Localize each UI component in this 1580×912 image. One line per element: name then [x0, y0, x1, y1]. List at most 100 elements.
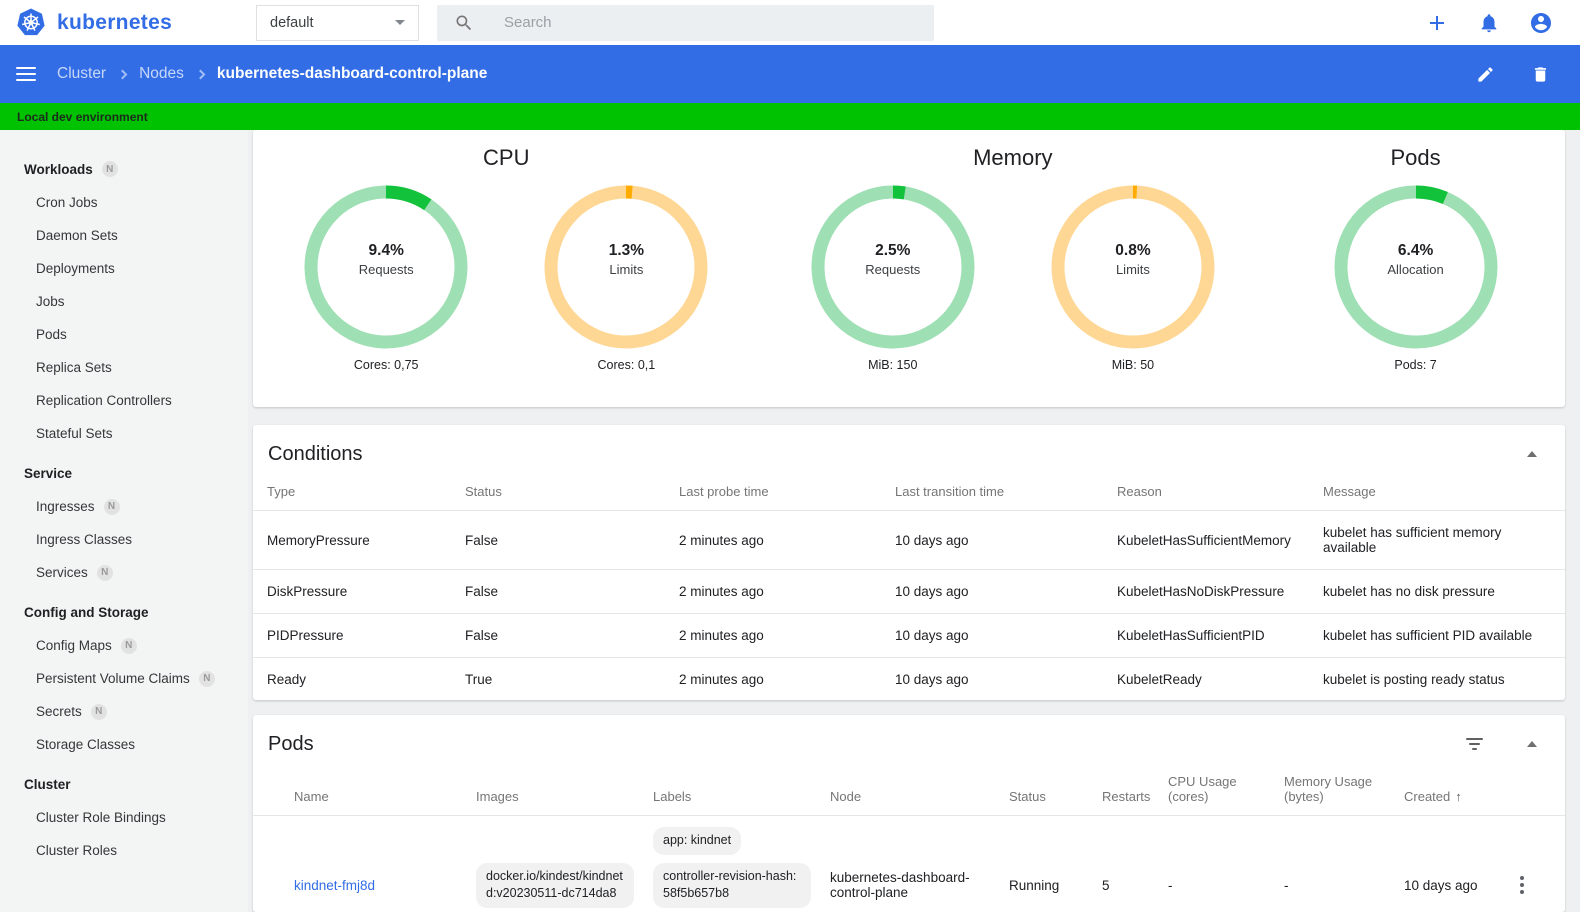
search-bar[interactable]	[437, 4, 934, 41]
sidebar-item-cron-jobs[interactable]: Cron Jobs	[0, 186, 248, 219]
column-header-created[interactable]: Created ↑	[1404, 765, 1512, 816]
donut-center-label: 9.4% Requests	[304, 177, 468, 341]
sidebar-item-cluster-role-bindings[interactable]: Cluster Role Bindings	[0, 801, 248, 834]
pods-card: Pods Name Images Labels Node Status Restarts	[253, 715, 1565, 912]
sidebar-item-storage-classes[interactable]: Storage Classes	[0, 728, 248, 761]
gauge-group-title: CPU	[483, 145, 530, 170]
conditions-collapse-button[interactable]	[1519, 441, 1545, 467]
topbar: kubernetes default	[0, 0, 1580, 45]
sidebar-item-daemon-sets[interactable]: Daemon Sets	[0, 219, 248, 252]
pods-card-header: Pods	[253, 715, 1565, 765]
sidebar-item-pods[interactable]: Pods	[0, 318, 248, 351]
sidebar-item-services[interactable]: Services N	[0, 556, 248, 589]
donut-footer-value: MiB: 50	[1111, 358, 1155, 372]
sidebar-section-config-and-storage[interactable]: Config and Storage	[0, 595, 248, 629]
chevron-right-icon	[117, 69, 128, 80]
sidebar-item-config-maps[interactable]: Config Maps N	[0, 629, 248, 662]
sidebar-section-label: Service	[24, 465, 73, 481]
gauge-group-cpu: CPU 9.4% Requests Cores: 0,75 1.3% Limits Core…	[253, 145, 760, 407]
column-header-labels[interactable]: Labels	[653, 765, 830, 816]
notifications-button[interactable]	[1476, 10, 1502, 36]
donut-percent: 9.4%	[368, 241, 404, 259]
conditions-card-header: Conditions	[253, 425, 1565, 475]
create-resource-button[interactable]	[1424, 10, 1450, 36]
sidebar-item-label: Ingresses	[36, 499, 95, 514]
sidebar-item-ingress-classes[interactable]: Ingress Classes	[0, 523, 248, 556]
donut-chart: 2.5% Requests	[811, 185, 975, 349]
sidebar-item-deployments[interactable]: Deployments	[0, 252, 248, 285]
table-cell: False	[465, 613, 679, 658]
sidebar-item-label: Pods	[36, 327, 67, 342]
column-header-node[interactable]: Node	[830, 765, 1009, 816]
environment-banner-text: Local dev environment	[17, 109, 148, 124]
column-header-status[interactable]: Status	[1009, 765, 1102, 816]
breadcrumb-item-nodes[interactable]: Nodes	[139, 65, 184, 82]
brand[interactable]: kubernetes	[16, 7, 256, 38]
table-cell: 10 days ago	[895, 613, 1117, 658]
table-cell: 2 minutes ago	[679, 672, 764, 687]
edit-button[interactable]	[1473, 62, 1497, 86]
donut-metric-label: Limits	[609, 261, 644, 277]
search-input[interactable]	[502, 13, 882, 32]
delete-button[interactable]	[1528, 62, 1552, 86]
column-header-memory-usage-bytes[interactable]: Memory Usage (bytes)	[1284, 765, 1404, 816]
sort-arrow-icon: ↑	[1455, 789, 1462, 804]
donut-percent: 6.4%	[1397, 241, 1434, 259]
chevron-down-icon	[395, 20, 405, 25]
new-badge: N	[96, 564, 113, 581]
sidebar-section-cluster[interactable]: Cluster	[0, 767, 248, 801]
gauge-row: 9.4% Requests Cores: 0,75 1.3% Limits Cores: …	[253, 181, 760, 407]
new-badge: N	[101, 161, 118, 177]
table-cell: False	[465, 510, 679, 570]
sidebar-item-label: Services	[36, 565, 88, 580]
sidebar-item-label: Persistent Volume Claims	[36, 671, 190, 686]
pods-collapse-button[interactable]	[1519, 731, 1545, 757]
column-header-cpu-usage-cores[interactable]: CPU Usage (cores)	[1168, 765, 1284, 816]
account-icon	[1529, 11, 1553, 35]
table-cell: KubeletHasSufficientPID	[1117, 613, 1323, 658]
sidebar-item-ingresses[interactable]: Ingresses N	[0, 490, 248, 523]
pod-name-link[interactable]: kindnet-fmj8d	[294, 877, 376, 893]
table-cell: KubeletHasNoDiskPressure	[1117, 569, 1323, 614]
column-header-images[interactable]: Images	[476, 765, 653, 816]
sidebar-item-persistent-volume-claims[interactable]: Persistent Volume Claims N	[0, 662, 248, 695]
sidebar-item-replica-sets[interactable]: Replica Sets	[0, 351, 248, 384]
sidebar-section-service[interactable]: Service	[0, 456, 248, 490]
sidebar-item-label: Deployments	[36, 261, 115, 276]
new-badge: N	[198, 670, 215, 687]
conditions-card: Conditions Type Status Last probe time Last…	[253, 425, 1565, 700]
sidebar-item-label: Replica Sets	[36, 360, 112, 375]
pods-filter-button[interactable]	[1461, 731, 1487, 757]
table-cell: KubeletReady	[1117, 672, 1202, 687]
sidebar: Workloads N Cron Jobs Daemon Sets Deployment…	[0, 130, 248, 912]
donut-metric-label: Requests	[865, 261, 921, 277]
menu-button[interactable]	[16, 63, 36, 85]
column-header-name[interactable]: Name	[294, 765, 476, 816]
sidebar-item-secrets[interactable]: Secrets N	[0, 695, 248, 728]
sidebar-item-stateful-sets[interactable]: Stateful Sets	[0, 417, 248, 450]
row-actions-button[interactable]	[1512, 873, 1532, 897]
bell-icon	[1478, 12, 1500, 34]
namespace-selector[interactable]: default	[256, 4, 419, 41]
conditions-header-row: Type Status Last probe time Last transition…	[253, 475, 1565, 511]
sidebar-section-workloads[interactable]: Workloads N	[0, 152, 248, 186]
column-header-label: Labels	[653, 789, 692, 804]
column-header-type: Type	[253, 475, 465, 511]
column-header-message: Message	[1323, 475, 1565, 511]
table-cell: 2 minutes ago	[679, 613, 895, 658]
sidebar-item-cluster-roles[interactable]: Cluster Roles	[0, 834, 248, 867]
pods-body: kindnet-fmj8d docker.io/kindest/kindnetd:…	[253, 815, 1565, 912]
column-header-restarts[interactable]: Restarts	[1102, 765, 1168, 816]
sidebar-item-replication-controllers[interactable]: Replication Controllers	[0, 384, 248, 417]
table-cell: kubelet has no disk pressure	[1323, 569, 1565, 614]
table-cell: kubelet has sufficient PID available	[1323, 613, 1565, 658]
sidebar-item-jobs[interactable]: Jobs	[0, 285, 248, 318]
user-menu-button[interactable]	[1528, 10, 1554, 36]
pods-header-row: Name Images Labels Node Status Restarts CPU Us…	[253, 765, 1565, 816]
gauge-row: 6.4% Allocation Pods: 7	[1266, 181, 1565, 407]
chevron-right-icon	[195, 69, 206, 80]
breadcrumb-item-cluster[interactable]: Cluster	[57, 65, 107, 82]
gauge-group-title: Pods	[1390, 145, 1441, 170]
new-badge: N	[103, 498, 120, 515]
sidebar-item-label: Ingress Classes	[36, 532, 133, 547]
